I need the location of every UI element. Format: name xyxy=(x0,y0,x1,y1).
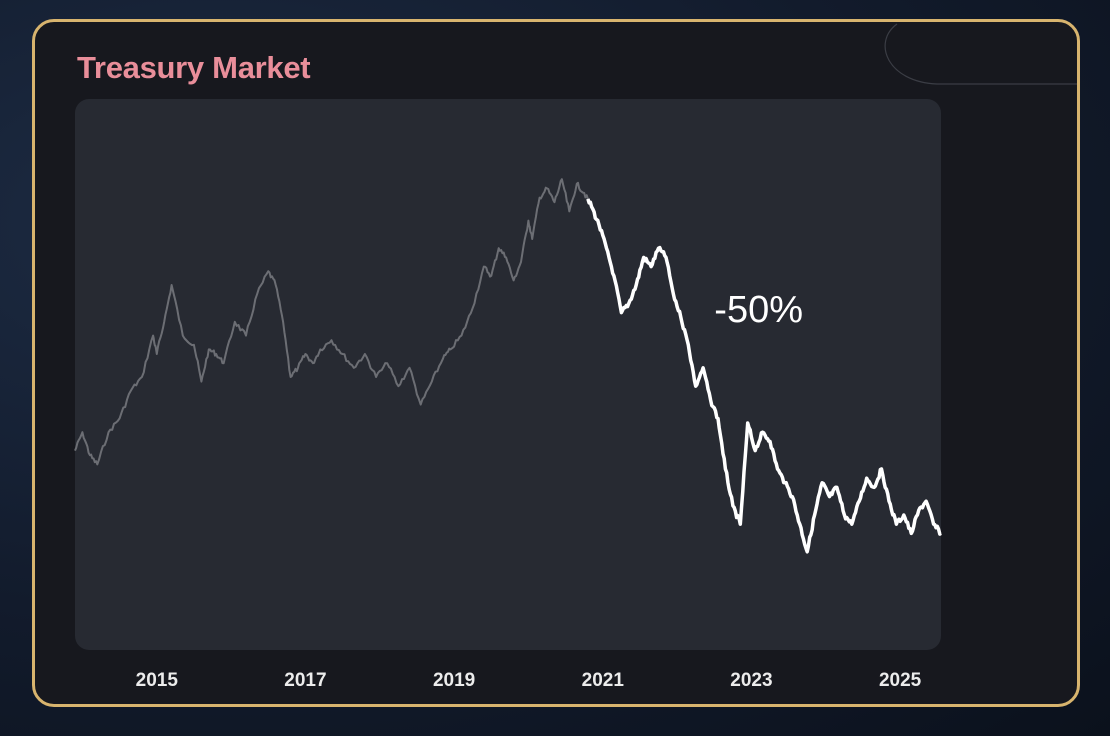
plot-area xyxy=(75,99,941,650)
x-tick-label: 2023 xyxy=(730,670,772,691)
chart-title: Treasury Market xyxy=(77,50,311,85)
x-tick-label: 2019 xyxy=(433,670,475,691)
x-tick-label: 2015 xyxy=(136,670,179,691)
x-tick-label: 2021 xyxy=(582,670,625,691)
series-line-historical xyxy=(74,178,589,466)
chart-card: Treasury Market 2015 2017 2019 2021 2023 2025… xyxy=(32,19,1080,707)
annotation-label: -50% xyxy=(714,289,803,331)
corner-decoration xyxy=(884,23,1077,85)
series-line-highlight xyxy=(586,198,942,554)
x-tick-label: 2025 xyxy=(879,670,922,691)
line-chart: 2015 2017 2019 2021 2023 2025 -50% xyxy=(74,99,942,691)
x-tick-label: 2017 xyxy=(284,670,326,691)
